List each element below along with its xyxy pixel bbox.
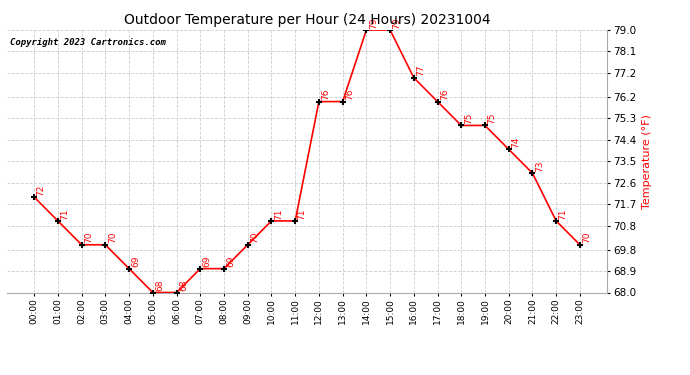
Text: 75: 75 bbox=[487, 112, 496, 124]
Text: 69: 69 bbox=[132, 256, 141, 267]
Text: 71: 71 bbox=[60, 208, 70, 219]
Text: 76: 76 bbox=[440, 89, 449, 100]
Text: 69: 69 bbox=[226, 256, 235, 267]
Text: 72: 72 bbox=[37, 184, 46, 196]
Text: 75: 75 bbox=[464, 112, 473, 124]
Title: Outdoor Temperature per Hour (24 Hours) 20231004: Outdoor Temperature per Hour (24 Hours) … bbox=[124, 13, 491, 27]
Text: 76: 76 bbox=[322, 89, 331, 100]
Text: 68: 68 bbox=[179, 280, 188, 291]
Text: 71: 71 bbox=[559, 208, 568, 219]
Text: 68: 68 bbox=[155, 280, 164, 291]
Text: 79: 79 bbox=[369, 17, 378, 28]
Text: 77: 77 bbox=[416, 65, 425, 76]
Text: 70: 70 bbox=[582, 232, 591, 243]
Text: 74: 74 bbox=[511, 136, 520, 148]
Text: 70: 70 bbox=[250, 232, 259, 243]
Text: 69: 69 bbox=[203, 256, 212, 267]
Text: Copyright 2023 Cartronics.com: Copyright 2023 Cartronics.com bbox=[10, 38, 166, 47]
Text: 76: 76 bbox=[345, 89, 354, 100]
Text: 79: 79 bbox=[393, 17, 402, 28]
Text: 70: 70 bbox=[84, 232, 93, 243]
Text: 71: 71 bbox=[274, 208, 283, 219]
Text: 70: 70 bbox=[108, 232, 117, 243]
Text: 71: 71 bbox=[297, 208, 306, 219]
Y-axis label: Temperature (°F): Temperature (°F) bbox=[642, 114, 651, 209]
Text: 73: 73 bbox=[535, 160, 544, 172]
